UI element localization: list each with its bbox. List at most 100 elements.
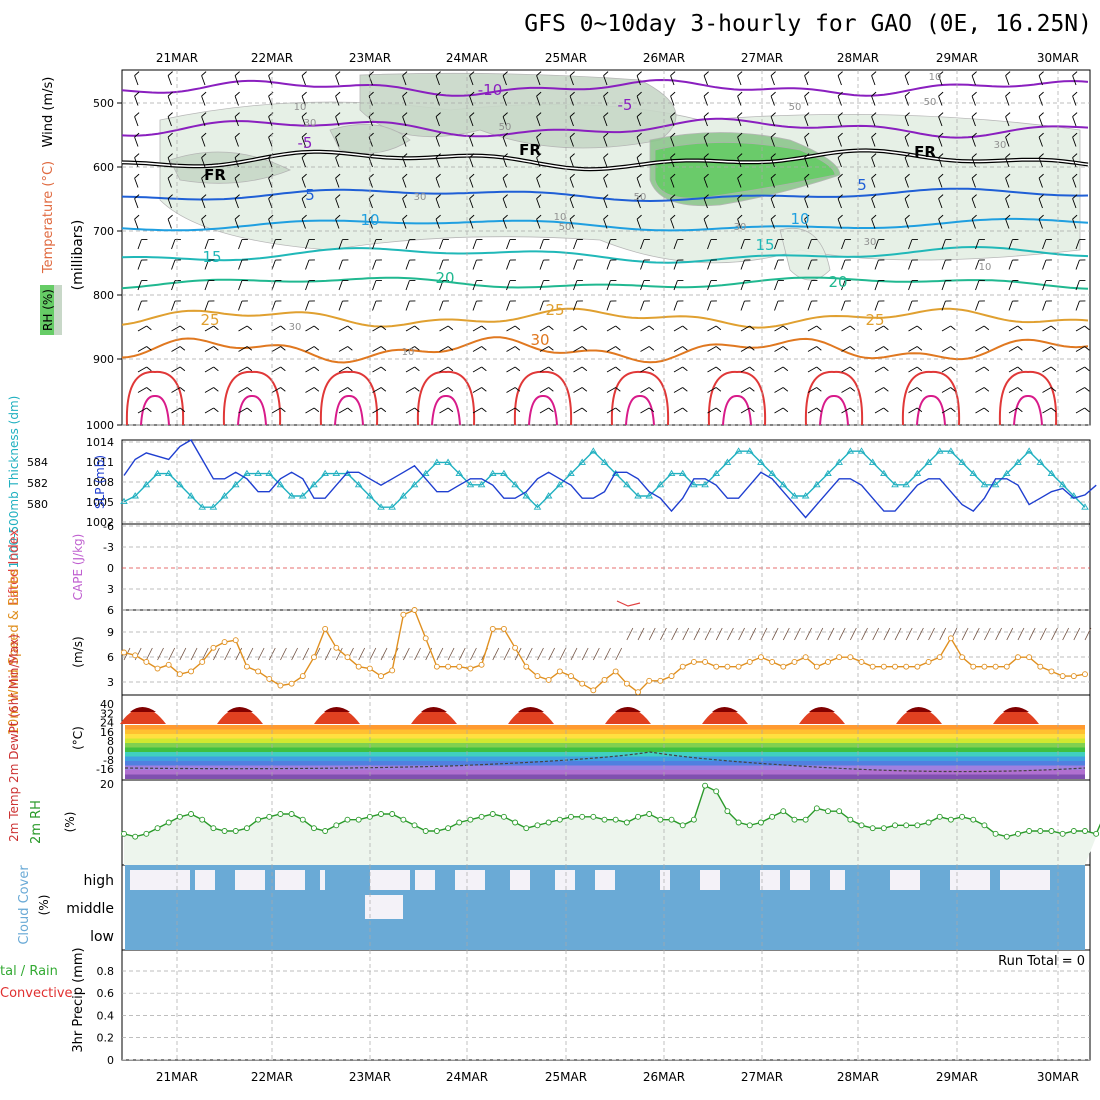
upper-wind-barb-flag [1038,173,1044,179]
thickness-point [645,492,653,499]
upper-wind-barb [770,198,775,209]
rh-contour-label-8: 50 [924,97,937,108]
upper-wind-barb-flag [502,71,508,76]
wind10-point [892,663,898,670]
upper-wind-barb-flag [950,366,956,372]
wind10-point [489,625,496,632]
upper-wind-barb-flag [581,325,588,331]
upper-wind-barb-flag [469,194,475,199]
upper-wind-barb-flag [380,407,387,413]
upper-wind-barb [301,157,306,168]
temp2m-diurnal-peak-core-1 [227,707,253,712]
contour-5 [121,187,1089,203]
rh2m-ylabel: 2m RH [29,800,44,844]
upper-wind-barb-flag [167,71,173,76]
upper-wind-barb-flag [201,132,207,138]
wind10-point [545,676,552,683]
upper-wind-barb [539,346,549,352]
upper-wind-barb [435,136,440,147]
thickness-point [857,447,866,454]
upper-wind-barb-flag [201,194,207,199]
upper-wind-barb [908,325,918,332]
upper-wind-barb-flag [971,214,977,220]
upper-wind-barb-flag [804,91,810,97]
upper-wind-barb [603,157,608,168]
rh-shading-3 [654,142,836,199]
wind10-point [433,663,440,670]
rh2m-point [992,830,999,837]
rh2m-point [199,816,206,823]
upper-wind-barb [1042,387,1052,393]
upper-wind-barb [874,366,884,373]
upper-wind-barb-flag [134,112,140,117]
upper-wind-barb-flag [770,91,776,97]
contour-label-6: 5 [305,186,315,204]
upper-wind-barb [238,407,248,414]
date-top-21MAR: 21MAR [156,51,198,65]
upper-wind-barb-flag [971,173,977,179]
upper-wind-barb-flag [402,132,408,138]
upper-wind-barb-flag [603,71,609,76]
cloud-clear-high-10 [595,870,615,890]
upper-wind-barb [234,136,239,147]
upper-wind-barb [435,157,440,168]
wind10-point [746,658,753,665]
upper-wind-barb-flag [703,132,709,138]
upper-wind-barb-flag [1005,132,1011,138]
upper-wind-barb [405,387,415,393]
upper-wind-barb [1072,95,1077,106]
upper-ytick-label: 600 [93,161,114,174]
upper-wind-barb-flag [435,173,441,179]
rh2m-point [1015,830,1021,837]
upper-wind-barb [271,346,281,352]
upper-wind-barb [435,198,440,209]
date-top-23MAR: 23MAR [349,51,391,65]
upper-wind-barb [640,300,645,311]
upper-wind-barb-flag [904,194,910,199]
temp2m-ytick-label: 8 [107,735,114,748]
temp2m-band-5 [125,747,1085,752]
temp2m-diurnal-peak-core-3 [421,707,447,712]
cloud-clear-high-0 [130,870,190,890]
upper-wind-barb-flag [179,366,186,372]
upper-wind-barb [640,366,650,373]
wind10-point [366,665,373,672]
upper-wind-barb [1038,218,1043,229]
run-total-label: Run Total = 0 [998,954,1085,969]
wind10-barb [648,627,656,641]
wind10-point [579,680,586,687]
upper-wind-barb-flag [213,346,219,351]
upper-wind-barb [368,218,373,229]
upper-wind-barb [1005,95,1010,106]
wind10-point [355,663,362,670]
contour-freezing [121,149,1089,170]
upper-wind-barb [405,407,415,414]
rh2m-point [679,822,686,829]
thickness-point [164,469,173,477]
upper-wind-barb [941,387,951,393]
upper-ytick-label: 900 [93,353,114,366]
upper-wind-barb-flag [1017,366,1023,372]
temp2m-ylabel: 2m Temp 2m DewPt (6hr Min/Max) [7,634,21,842]
upper-wind-barb [539,325,549,332]
wind10-barb [928,627,935,641]
thickness-point [477,480,486,488]
upper-wind-barb [234,157,239,168]
wind10-barb [458,647,466,661]
upper-wind-barb [874,239,879,250]
upper-wind-barb [167,198,172,209]
temp2m-ytick-label: -8 [103,754,114,767]
upper-wind-barb [904,95,909,106]
upper-wind-barb-flag [916,366,923,372]
upper-wind-barb-flag [1005,194,1011,199]
upper-wind-barb-flag [983,387,990,392]
upper-wind-barb-flag [301,173,307,179]
upper-wind-barb-flag [481,387,487,392]
thickness-point [600,458,609,465]
upper-wind-barb [238,387,248,393]
upper-wind-barb-flag [950,346,956,351]
upper-wind-barb-flag [469,132,475,138]
temp2m-band-9 [125,765,1085,770]
upper-wind-barb [703,116,708,127]
upper-wind-barb [506,259,511,270]
